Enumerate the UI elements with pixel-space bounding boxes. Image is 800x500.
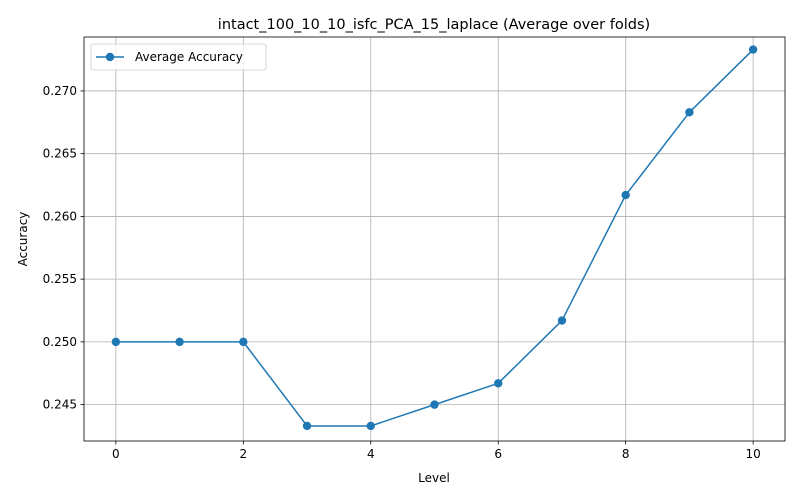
y-tick-label: 0.265 bbox=[43, 147, 77, 161]
y-tick-label: 0.255 bbox=[43, 272, 77, 286]
x-tick-label: 6 bbox=[494, 447, 502, 461]
data-point bbox=[366, 421, 375, 431]
chart-title: intact_100_10_10_isfc_PCA_15_laplace (Av… bbox=[218, 17, 650, 33]
y-axis-label: Accuracy bbox=[16, 212, 30, 267]
data-point bbox=[302, 421, 312, 431]
y-tick-label: 0.260 bbox=[43, 209, 77, 223]
x-tick-label: 8 bbox=[622, 447, 630, 461]
data-point bbox=[748, 45, 758, 54]
legend-marker bbox=[105, 52, 115, 62]
plot-frame bbox=[83, 36, 786, 442]
x-tick-label: 4 bbox=[367, 447, 375, 461]
data-point bbox=[239, 337, 248, 347]
data-point bbox=[111, 337, 121, 347]
x-tick-label: 0 bbox=[112, 447, 120, 461]
data-point bbox=[175, 337, 184, 347]
data-point bbox=[494, 379, 503, 388]
x-axis: 0 2 4 6 8 10 bbox=[112, 441, 761, 461]
grid bbox=[84, 37, 785, 441]
series-layer bbox=[111, 45, 758, 431]
legend-box bbox=[90, 43, 267, 71]
series-line bbox=[115, 49, 754, 427]
y-tick-label: 0.270 bbox=[43, 84, 77, 98]
y-tick-label: 0.245 bbox=[43, 398, 77, 412]
x-axis-label: Level bbox=[418, 471, 450, 485]
x-tick-label: 2 bbox=[239, 447, 247, 461]
data-point bbox=[557, 316, 567, 325]
y-axis: 0.245 0.250 0.255 0.260 0.265 0.270 bbox=[43, 84, 84, 412]
x-tick-label: 10 bbox=[745, 447, 760, 461]
data-point bbox=[621, 190, 630, 200]
legend: Average Accuracy bbox=[90, 43, 267, 71]
legend-label: Average Accuracy bbox=[135, 50, 243, 64]
data-point bbox=[685, 108, 694, 117]
data-point bbox=[430, 400, 439, 409]
y-tick-label: 0.250 bbox=[43, 335, 77, 349]
